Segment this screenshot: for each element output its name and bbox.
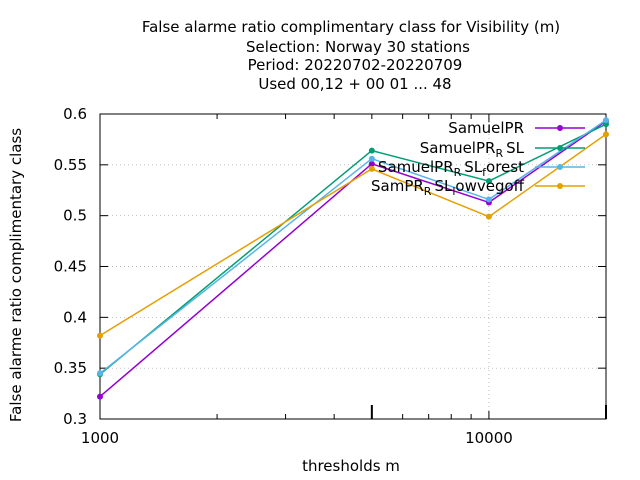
chart-title: False alarme ratio complimentary class f… xyxy=(142,18,560,93)
legend-label-subscript: R xyxy=(454,166,462,179)
legend-label-subscript: R xyxy=(495,147,503,160)
legend-swatch-marker xyxy=(557,183,563,189)
y-tick-label: 0.3 xyxy=(63,410,87,428)
y-tick-label: 0.35 xyxy=(54,359,87,377)
data-point xyxy=(368,147,375,154)
legend-label: SamuelPRR SL xyxy=(420,139,525,160)
legend-label: SamuelPR xyxy=(448,119,524,137)
legend-label-rest: orest xyxy=(486,158,524,176)
legend-label-rest: SL xyxy=(434,177,453,195)
legend-label-base: SamuelPR xyxy=(378,158,454,176)
data-point xyxy=(97,370,103,377)
legend-label-rest: owvegoff xyxy=(455,177,524,195)
legend-swatch-marker xyxy=(557,164,563,170)
legend-label-rest: SL xyxy=(464,158,483,176)
series-line-4 xyxy=(99,133,607,337)
series-line-2 xyxy=(99,123,607,375)
legend-label-subscript: l xyxy=(452,185,455,198)
title-line-4: Used 00,12 + 00 01 ... 48 xyxy=(258,75,451,93)
title-line-3: Period: 20220702-20220709 xyxy=(248,56,463,74)
legend-label-subscript: f xyxy=(482,166,487,179)
y-tick-label: 0.5 xyxy=(63,207,87,225)
x-axis-label: thresholds m xyxy=(302,457,400,475)
series-line-3 xyxy=(99,119,607,374)
data-point xyxy=(485,196,492,203)
data-point xyxy=(603,131,609,138)
x-tick-label: 10000 xyxy=(465,429,513,447)
y-tick-label: 0.55 xyxy=(54,156,87,174)
data-point xyxy=(485,213,492,220)
data-point xyxy=(368,155,375,162)
y-axis-label: False alarme ratio complimentary class xyxy=(7,128,25,422)
x-tick-label: 1000 xyxy=(81,429,119,447)
y-tick-label: 0.6 xyxy=(63,105,87,123)
legend-label: SamPRR SLlowvegoff xyxy=(371,177,525,198)
axes: 0.3 0.35 0.4 0.45 0.5 0.55 0.6 1000 10000 xyxy=(54,105,607,447)
title-line-2: Selection: Norway 30 stations xyxy=(246,38,470,56)
series-group xyxy=(97,117,609,400)
legend-label-rest: SL xyxy=(506,139,525,157)
legend-label-base: SamPR xyxy=(371,177,424,195)
plot-frame xyxy=(99,113,607,420)
series-line-1 xyxy=(99,120,607,398)
data-point xyxy=(368,165,375,172)
legend-label-base: SamuelPR xyxy=(448,119,524,137)
data-point xyxy=(368,160,375,167)
data-point xyxy=(485,178,492,185)
y-tick-label: 0.45 xyxy=(54,258,87,276)
legend-label-base: SamuelPR xyxy=(420,139,496,157)
legend-swatch-marker xyxy=(557,145,563,151)
title-line-1: False alarme ratio complimentary class f… xyxy=(142,18,560,36)
data-point xyxy=(97,393,103,400)
legend-label-subscript: R xyxy=(424,185,432,198)
data-point xyxy=(603,117,609,124)
grid-lines xyxy=(100,114,606,419)
y-tick-label: 0.4 xyxy=(63,308,87,326)
legend-swatch-marker xyxy=(557,125,563,131)
data-point xyxy=(97,332,103,339)
legend-label: SamuelPRR SLforest xyxy=(378,158,524,179)
